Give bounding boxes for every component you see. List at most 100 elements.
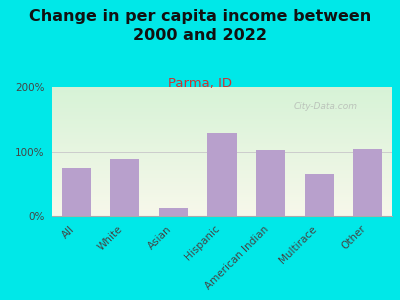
Bar bbox=[52, 181, 392, 182]
Bar bbox=[52, 158, 392, 159]
Bar bbox=[52, 154, 392, 155]
Bar bbox=[52, 178, 392, 179]
Bar bbox=[52, 133, 392, 134]
Bar bbox=[52, 106, 392, 107]
Bar bbox=[52, 92, 392, 93]
Bar bbox=[52, 99, 392, 100]
Bar bbox=[52, 157, 392, 158]
Bar bbox=[52, 174, 392, 175]
Bar bbox=[52, 124, 392, 125]
Bar bbox=[52, 183, 392, 184]
Bar bbox=[52, 175, 392, 176]
Bar bbox=[52, 207, 392, 208]
Bar bbox=[52, 105, 392, 106]
Bar bbox=[52, 155, 392, 156]
Bar bbox=[52, 97, 392, 98]
Bar bbox=[52, 136, 392, 137]
Bar bbox=[52, 129, 392, 130]
Bar bbox=[52, 131, 392, 132]
Bar bbox=[52, 194, 392, 195]
Bar bbox=[52, 143, 392, 144]
Bar bbox=[52, 122, 392, 123]
Bar bbox=[52, 195, 392, 196]
Bar bbox=[52, 125, 392, 126]
Bar bbox=[52, 191, 392, 192]
Bar bbox=[304, 174, 334, 216]
Bar bbox=[52, 164, 392, 165]
Bar bbox=[52, 192, 392, 193]
Bar bbox=[52, 134, 392, 135]
Bar bbox=[52, 107, 392, 108]
Bar bbox=[52, 204, 392, 205]
Bar bbox=[52, 203, 392, 204]
Bar bbox=[256, 150, 285, 216]
Bar bbox=[52, 118, 392, 119]
Bar bbox=[52, 206, 392, 207]
Bar bbox=[52, 152, 392, 153]
Bar bbox=[52, 123, 392, 124]
Bar bbox=[52, 160, 392, 161]
Bar bbox=[52, 115, 392, 116]
Bar bbox=[52, 205, 392, 206]
Bar bbox=[52, 197, 392, 198]
Bar bbox=[52, 100, 392, 101]
Bar bbox=[52, 138, 392, 139]
Text: City-Data.com: City-Data.com bbox=[293, 103, 358, 112]
Bar bbox=[110, 159, 140, 216]
Bar bbox=[52, 179, 392, 180]
Bar bbox=[52, 167, 392, 168]
Bar bbox=[52, 96, 392, 97]
Bar bbox=[52, 112, 392, 113]
Bar bbox=[52, 186, 392, 187]
Bar bbox=[52, 172, 392, 173]
Bar bbox=[52, 190, 392, 191]
Bar bbox=[52, 176, 392, 177]
Bar bbox=[52, 132, 392, 133]
Bar bbox=[52, 156, 392, 157]
Bar bbox=[159, 208, 188, 216]
Bar bbox=[52, 104, 392, 105]
Bar bbox=[62, 168, 91, 216]
Bar bbox=[52, 177, 392, 178]
Bar bbox=[52, 213, 392, 214]
Bar bbox=[52, 201, 392, 202]
Bar bbox=[52, 208, 392, 209]
Bar bbox=[52, 89, 392, 90]
Bar bbox=[52, 189, 392, 190]
Bar bbox=[52, 180, 392, 181]
Bar bbox=[52, 148, 392, 149]
Bar bbox=[52, 182, 392, 183]
Bar bbox=[52, 198, 392, 199]
Bar bbox=[52, 153, 392, 154]
Bar bbox=[52, 102, 392, 103]
Bar bbox=[52, 95, 392, 96]
Bar bbox=[52, 141, 392, 142]
Bar bbox=[353, 149, 382, 216]
Bar bbox=[52, 163, 392, 164]
Bar bbox=[52, 87, 392, 88]
Bar bbox=[52, 210, 392, 211]
Bar bbox=[52, 202, 392, 203]
Bar bbox=[52, 130, 392, 131]
Bar bbox=[52, 93, 392, 94]
Bar bbox=[52, 165, 392, 166]
Bar bbox=[52, 88, 392, 89]
Bar bbox=[52, 173, 392, 174]
Bar bbox=[52, 215, 392, 216]
Bar bbox=[52, 103, 392, 104]
Bar bbox=[52, 144, 392, 145]
Bar bbox=[52, 170, 392, 171]
Bar bbox=[52, 101, 392, 102]
Bar bbox=[52, 121, 392, 122]
Bar bbox=[52, 185, 392, 186]
Bar bbox=[52, 187, 392, 188]
Bar bbox=[52, 126, 392, 127]
Bar bbox=[52, 149, 392, 150]
Bar bbox=[52, 193, 392, 194]
Bar bbox=[52, 214, 392, 215]
Bar bbox=[52, 128, 392, 129]
Bar bbox=[52, 169, 392, 170]
Bar bbox=[52, 209, 392, 210]
Bar bbox=[52, 196, 392, 197]
Bar bbox=[52, 110, 392, 111]
